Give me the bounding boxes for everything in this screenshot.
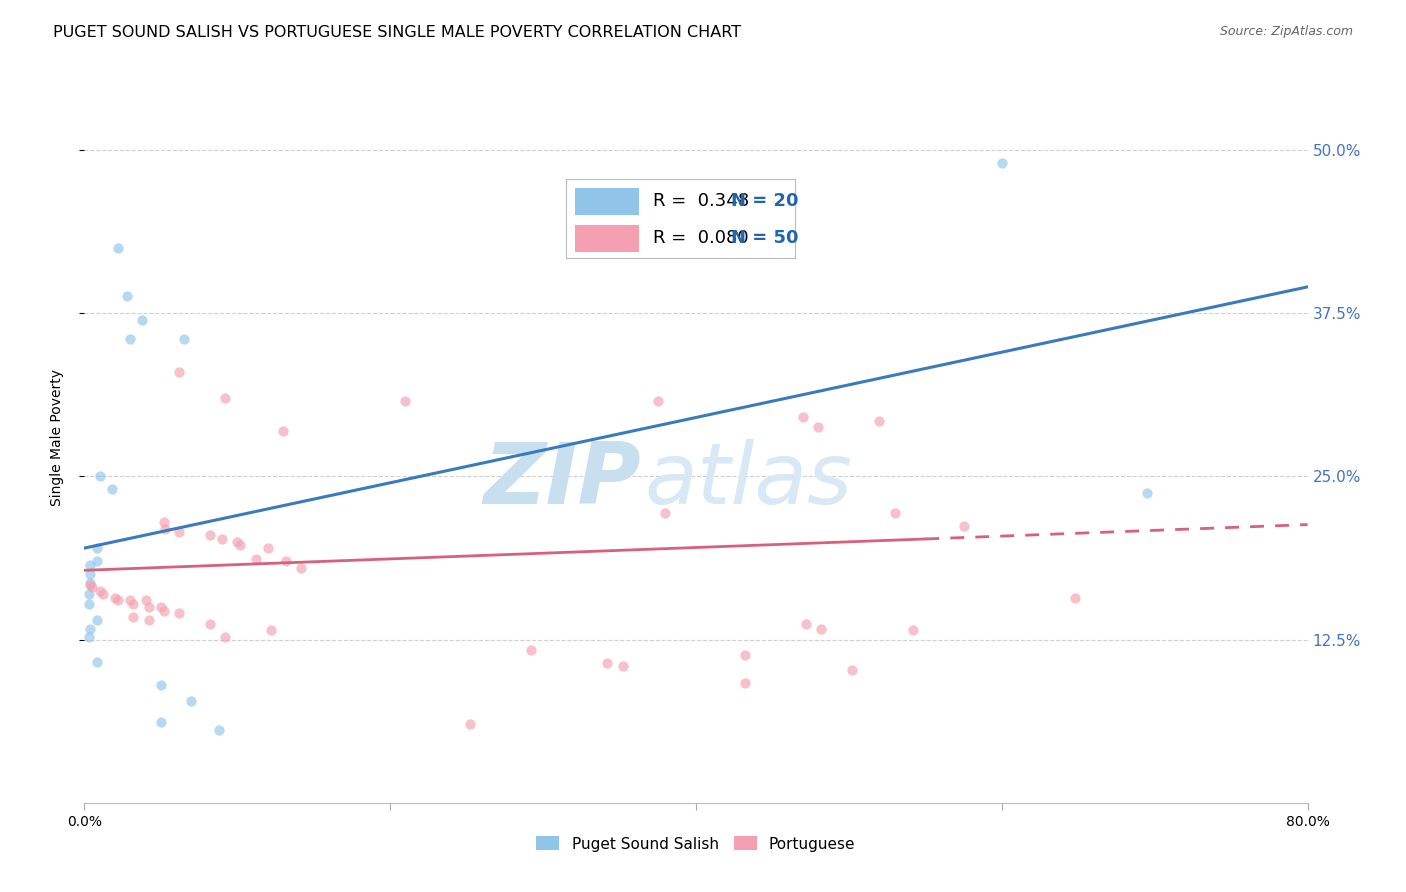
Point	[79, 622, 101, 636]
Point	[612, 658, 634, 673]
Point	[647, 393, 669, 408]
Text: PUGET SOUND SALISH VS PORTUGUESE SINGLE MALE POVERTY CORRELATION CHART: PUGET SOUND SALISH VS PORTUGUESE SINGLE …	[53, 25, 741, 40]
Point	[198, 528, 221, 542]
Point	[991, 156, 1014, 170]
Point	[79, 567, 101, 582]
Bar	[575, 188, 640, 215]
Point	[149, 714, 172, 729]
Point	[520, 643, 543, 657]
Point	[792, 410, 814, 425]
Point	[260, 624, 283, 638]
Point	[120, 593, 142, 607]
Text: ZIP: ZIP	[484, 440, 641, 523]
Point	[149, 599, 172, 614]
Point	[211, 532, 233, 546]
Point	[167, 365, 190, 379]
Point	[167, 525, 190, 540]
Point	[869, 414, 891, 428]
Point	[138, 613, 160, 627]
Point	[79, 577, 101, 591]
Text: R =  0.080: R = 0.080	[652, 229, 748, 247]
Point	[86, 655, 108, 669]
Point	[120, 332, 142, 346]
Point	[91, 587, 114, 601]
Point	[115, 289, 138, 303]
Point	[901, 624, 924, 638]
Point	[104, 591, 127, 605]
Point	[734, 648, 756, 663]
Point	[77, 587, 100, 601]
Text: N = 50: N = 50	[731, 229, 799, 247]
Point	[458, 717, 481, 731]
Point	[257, 541, 280, 555]
Point	[89, 584, 111, 599]
Point	[80, 580, 103, 594]
Point	[276, 554, 298, 568]
Point	[883, 506, 905, 520]
Point	[198, 616, 221, 631]
Point	[290, 560, 312, 574]
Point	[155, 521, 177, 535]
Point	[214, 391, 236, 405]
Bar	[575, 225, 640, 252]
Point	[208, 723, 231, 737]
Text: Source: ZipAtlas.com: Source: ZipAtlas.com	[1219, 25, 1353, 38]
Point	[79, 576, 101, 591]
Point	[153, 515, 176, 529]
Text: N = 20: N = 20	[731, 193, 799, 211]
Point	[79, 558, 101, 573]
Point	[86, 554, 108, 568]
Y-axis label: Single Male Poverty: Single Male Poverty	[49, 368, 63, 506]
Point	[734, 675, 756, 690]
Point	[1064, 591, 1087, 605]
Point	[807, 419, 830, 434]
Point	[167, 607, 190, 621]
Point	[135, 593, 157, 607]
Point	[107, 241, 129, 255]
Point	[245, 551, 267, 566]
Point	[122, 597, 145, 611]
Point	[794, 616, 817, 631]
Point	[77, 630, 100, 644]
Point	[229, 539, 252, 553]
Point	[149, 678, 172, 692]
Text: atlas: atlas	[644, 440, 852, 523]
Point	[180, 694, 202, 708]
Point	[810, 622, 832, 636]
Point	[271, 424, 294, 438]
Point	[654, 506, 676, 520]
Point	[101, 483, 124, 497]
Point	[138, 599, 160, 614]
Point	[77, 597, 100, 611]
Point	[86, 541, 108, 555]
Point	[131, 312, 153, 326]
Point	[86, 613, 108, 627]
Point	[89, 469, 111, 483]
Point	[153, 604, 176, 618]
Point	[122, 610, 145, 624]
Point	[214, 630, 236, 644]
Point	[394, 393, 416, 408]
Point	[1136, 486, 1159, 500]
Text: R =  0.348: R = 0.348	[652, 193, 749, 211]
Point	[226, 534, 249, 549]
Point	[173, 332, 195, 346]
Legend: Puget Sound Salish, Portuguese: Puget Sound Salish, Portuguese	[530, 830, 862, 858]
Point	[952, 519, 974, 533]
Point	[107, 593, 129, 607]
Point	[596, 656, 619, 670]
Point	[841, 663, 863, 677]
